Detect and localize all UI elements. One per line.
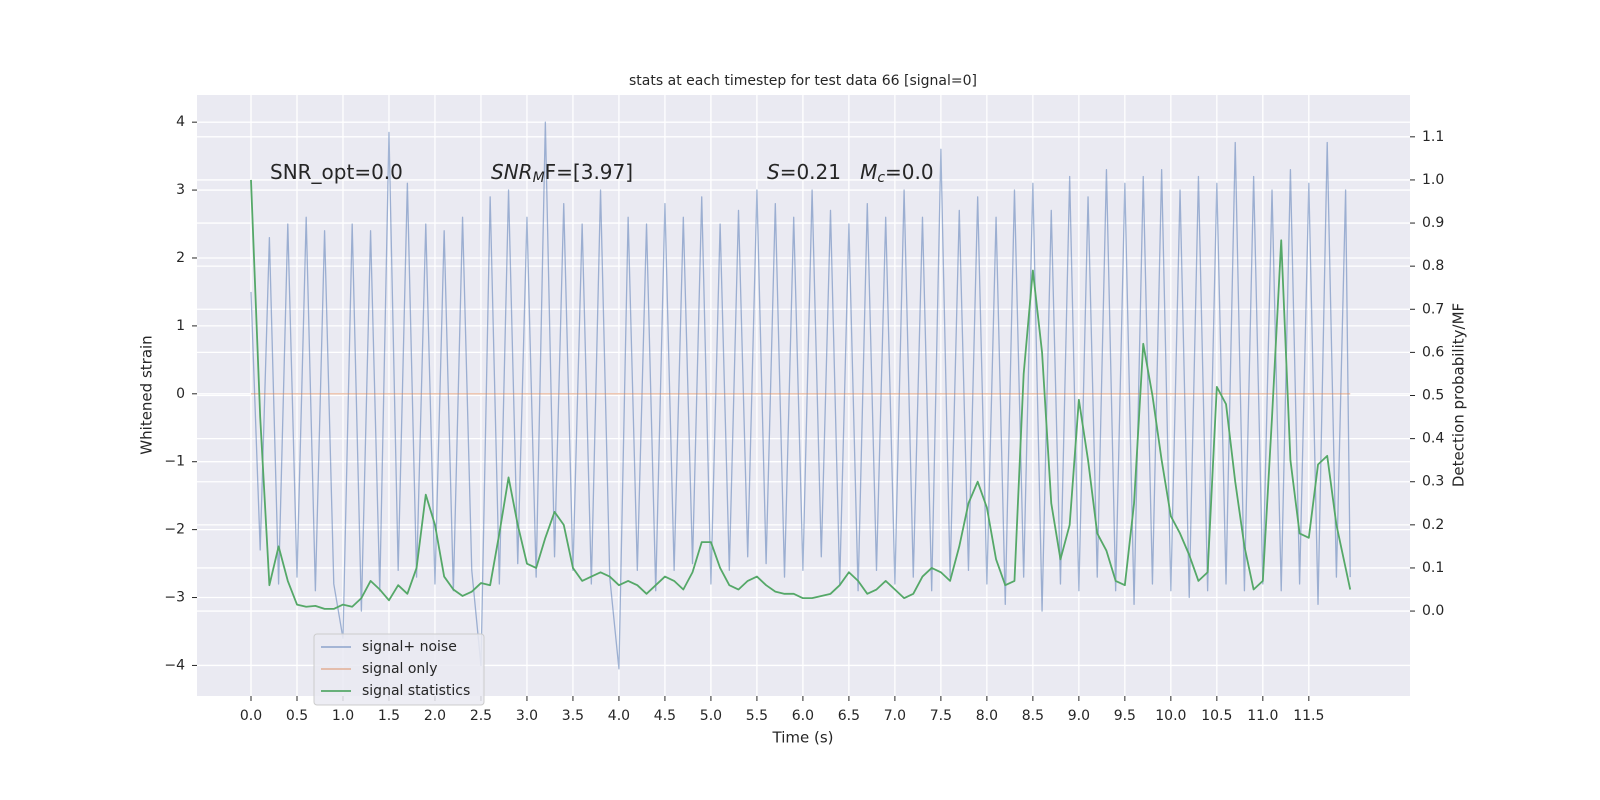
y2-tick-label: 0.6	[1422, 344, 1444, 360]
x-tick-label: 0.5	[286, 708, 308, 724]
annotation-part: c	[877, 170, 885, 186]
x-tick-label: 9.5	[1114, 708, 1136, 724]
y2-tick-label: 0.0	[1422, 603, 1444, 619]
annotation: SNRMF=[3.97]	[491, 160, 633, 187]
x-tick-label: 8.0	[976, 708, 998, 724]
x-tick-label: 9.0	[1068, 708, 1090, 724]
y2-tick-label: 0.2	[1422, 517, 1444, 533]
x-tick-label: 1.5	[378, 708, 400, 724]
x-tick-label: 4.5	[654, 708, 676, 724]
x-tick-label: 3.5	[562, 708, 584, 724]
legend-label: signal only	[362, 661, 437, 677]
y-tick-label: 2	[176, 250, 185, 266]
x-tick-label: 3.0	[516, 708, 538, 724]
x-tick-label: 5.0	[700, 708, 722, 724]
y-tick-label: −4	[164, 657, 185, 673]
annotation-part: =0.21	[780, 160, 860, 184]
y-tick-label: −2	[164, 522, 185, 538]
x-tick-label: 2.0	[424, 708, 446, 724]
x-tick-label: 10.5	[1201, 708, 1232, 724]
y-tick-label: 0	[176, 386, 185, 402]
x-tick-label: 6.5	[838, 708, 860, 724]
annotation-part: M	[533, 170, 545, 186]
annotation-part: F=[3.97]	[545, 160, 633, 184]
x-tick-label: 7.0	[884, 708, 906, 724]
x-tick-label: 4.0	[608, 708, 630, 724]
annotation-part: M	[860, 160, 877, 184]
y2-tick-label: 0.8	[1422, 258, 1444, 274]
legend-box	[313, 633, 485, 706]
x-tick-label: 2.5	[470, 708, 492, 724]
y2-tick-label: 0.5	[1422, 388, 1444, 404]
y-tick-label: −1	[164, 454, 185, 470]
x-tick-label: 0.0	[240, 708, 262, 724]
y-tick-label: 1	[176, 318, 185, 334]
x-tick-label: 11.0	[1247, 708, 1278, 724]
y2-tick-label: 0.9	[1422, 215, 1444, 231]
annotation: S=0.21 Mc=0.0	[767, 160, 934, 187]
y2-tick-label: 1.1	[1422, 129, 1444, 145]
annotation-part: S	[767, 160, 780, 184]
y2-tick-label: 0.3	[1422, 474, 1444, 490]
y2-tick-label: 0.4	[1422, 431, 1444, 447]
legend-label: signal+ noise	[362, 639, 457, 655]
series-line	[250, 121, 1351, 670]
legend-label: signal statistics	[362, 683, 470, 699]
x-tick-label: 5.5	[746, 708, 768, 724]
y-tick-label: −3	[164, 590, 185, 606]
x-tick-label: 10.0	[1155, 708, 1186, 724]
y2-tick-label: 1.0	[1422, 172, 1444, 188]
x-tick-label: 1.0	[332, 708, 354, 724]
y-tick-label: 3	[176, 182, 185, 198]
y2-axis-label: Detection probability/MF	[1450, 303, 1468, 487]
y2-tick-label: 0.1	[1422, 560, 1444, 576]
annotation-part: SNR	[491, 160, 533, 184]
series-line	[250, 179, 1352, 610]
annotation-part: SNR_opt=0.0	[270, 160, 403, 184]
chart-title: stats at each timestep for test data 66 …	[629, 73, 977, 89]
x-tick-label: 6.0	[792, 708, 814, 724]
x-tick-label: 11.5	[1293, 708, 1324, 724]
annotation: SNR_opt=0.0	[270, 160, 403, 184]
annotation-part: =0.0	[885, 160, 934, 184]
x-tick-label: 8.5	[1022, 708, 1044, 724]
y-tick-label: 4	[176, 114, 185, 130]
y-axis-label: Whitened strain	[138, 335, 156, 454]
y2-tick-label: 0.7	[1422, 301, 1444, 317]
x-axis-label: Time (s)	[772, 729, 834, 747]
x-tick-label: 7.5	[930, 708, 952, 724]
